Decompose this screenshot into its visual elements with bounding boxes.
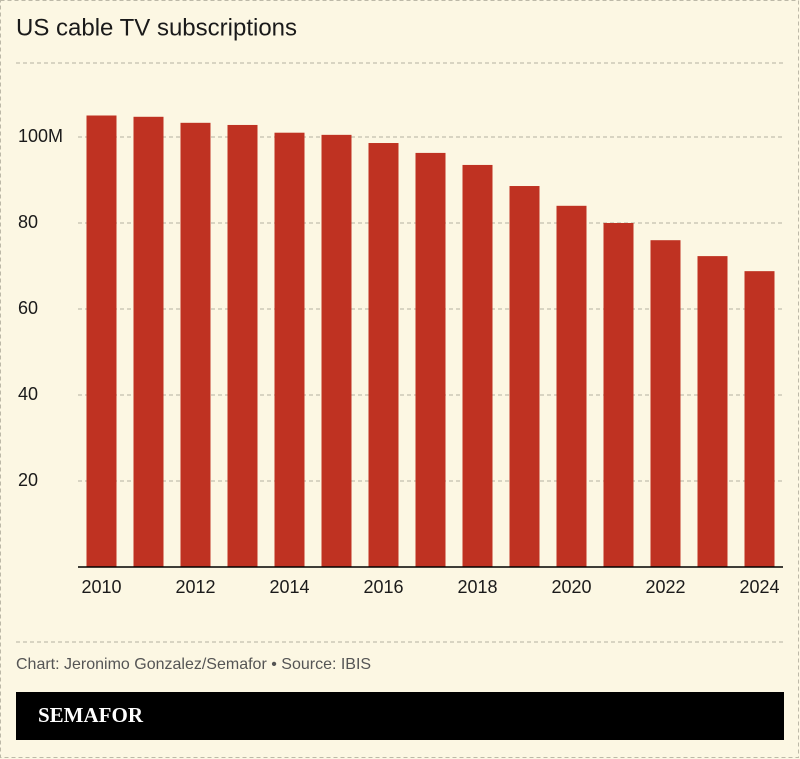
bar bbox=[368, 143, 399, 567]
bar bbox=[697, 256, 728, 567]
x-tick-label: 2010 bbox=[81, 577, 121, 597]
y-tick-label: 80 bbox=[18, 212, 38, 232]
credit: Chart: Jeronimo Gonzalez/Semafor • Sourc… bbox=[16, 656, 371, 673]
bar bbox=[556, 205, 587, 568]
y-tick-label: 40 bbox=[18, 384, 38, 404]
x-tick-label: 2022 bbox=[645, 577, 685, 597]
chart-title: US cable TV subscriptions bbox=[16, 14, 297, 41]
bar bbox=[133, 116, 164, 567]
bar bbox=[274, 132, 305, 567]
bar bbox=[321, 134, 352, 567]
logo: SEMAFOR bbox=[38, 703, 144, 727]
bar bbox=[227, 124, 258, 568]
bar bbox=[509, 186, 540, 567]
bar bbox=[603, 223, 634, 567]
x-tick-label: 2016 bbox=[363, 577, 403, 597]
x-tick-label: 2024 bbox=[739, 577, 779, 597]
x-tick-label: 2012 bbox=[175, 577, 215, 597]
y-tick-label: 20 bbox=[18, 470, 38, 490]
bar bbox=[180, 122, 211, 567]
x-tick-label: 2018 bbox=[457, 577, 497, 597]
bar bbox=[650, 240, 681, 567]
y-tick-label: 100M bbox=[18, 126, 63, 146]
bar bbox=[462, 164, 493, 567]
logo-band bbox=[16, 692, 784, 740]
bar bbox=[415, 152, 446, 567]
bar bbox=[86, 115, 117, 567]
x-tick-label: 2014 bbox=[269, 577, 309, 597]
x-tick-label: 2020 bbox=[551, 577, 591, 597]
bar bbox=[744, 271, 775, 567]
y-tick-label: 60 bbox=[18, 298, 38, 318]
